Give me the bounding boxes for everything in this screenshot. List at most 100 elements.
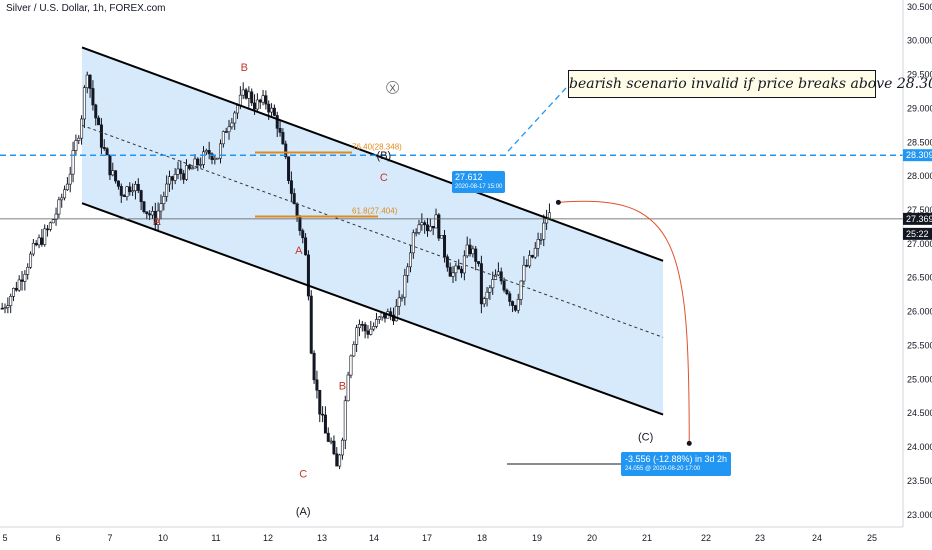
- candle-body: [374, 319, 378, 327]
- candle-body: [85, 74, 89, 88]
- candle-body: [167, 176, 171, 185]
- candle-body: [437, 214, 441, 239]
- candle-body: [91, 88, 95, 106]
- candle-body: [323, 414, 327, 434]
- wave-label-red: B: [241, 62, 248, 74]
- candle-body: [332, 440, 336, 455]
- candle-body: [457, 265, 461, 270]
- candle-body: [267, 103, 271, 113]
- time-axis-bg: [0, 527, 932, 550]
- fib-upper-label: 76.40(28.348): [352, 143, 402, 152]
- candle-body: [428, 225, 432, 232]
- candle-body: [162, 196, 166, 205]
- candle-body: [26, 266, 30, 275]
- candle-body: [547, 212, 551, 219]
- candle-body: [210, 153, 214, 160]
- candle-body: [372, 326, 376, 330]
- candle-body: [301, 230, 305, 239]
- candle-body: [131, 190, 135, 193]
- candle-body: [114, 170, 118, 182]
- candle-body: [196, 158, 200, 166]
- countdown-tag[interactable]: 25:22: [906, 229, 929, 239]
- candle-body: [258, 99, 262, 103]
- candle-body: [460, 268, 464, 274]
- target-label[interactable]: -3.556 (-12.88%) in 3d 2h 24.055 @ 2020-…: [621, 452, 732, 476]
- candle-body: [281, 132, 285, 145]
- candle-body: [287, 156, 291, 182]
- candle-body: [261, 95, 265, 103]
- candle-body: [513, 305, 517, 311]
- candle-body: [241, 89, 245, 96]
- projection-end-point[interactable]: [686, 440, 692, 446]
- candle-body: [173, 173, 177, 181]
- candle-body: [366, 330, 370, 335]
- candle-body: [352, 344, 356, 357]
- drawing-lines: [0, 46, 903, 465]
- time-tick-label: 10: [158, 533, 168, 543]
- candle-body: [199, 164, 203, 166]
- candle-body: [14, 287, 18, 291]
- candle-body: [63, 189, 67, 199]
- candle-body: [23, 274, 27, 282]
- candle-body: [244, 89, 248, 99]
- candle-body: [411, 232, 415, 254]
- price-tick-label: 30.500: [907, 2, 932, 12]
- point-label-date: 2020-08-17 15:00: [455, 184, 503, 190]
- candle-body: [321, 413, 325, 416]
- point-label[interactable]: 27.612 2020-08-17 15:00: [452, 171, 506, 193]
- current-price-tag-bg: [903, 212, 932, 225]
- candle-body: [165, 183, 169, 197]
- wave-label-black: (C): [638, 431, 653, 443]
- projection-start-point[interactable]: [555, 199, 561, 205]
- candle-body: [304, 237, 308, 256]
- candle-body: [219, 143, 223, 159]
- symbol-title[interactable]: Silver / U.S. Dollar, 1h, FOREX.com: [6, 3, 166, 14]
- candle-body: [57, 199, 61, 215]
- candle-body: [491, 279, 495, 289]
- channel-upper-line: [81, 46, 664, 262]
- candle-body: [417, 224, 421, 233]
- candle-body: [80, 118, 84, 139]
- candle-body: [403, 275, 407, 298]
- price-tick-label: 26.000: [907, 307, 932, 317]
- time-tick-label: 24: [812, 533, 822, 543]
- candle-body: [309, 295, 313, 354]
- callout-pointer: [507, 87, 567, 152]
- price-tick-label: 25.000: [907, 374, 932, 384]
- wave-label-black: (B): [377, 150, 392, 162]
- projection-curve: [558, 200, 690, 444]
- candle-body: [128, 186, 132, 193]
- wave-label-red: A: [295, 245, 303, 257]
- time-tick-label: 19: [532, 533, 542, 543]
- candle-body: [278, 127, 282, 133]
- candle-body: [502, 280, 506, 291]
- price-tick-label: 24.500: [907, 408, 932, 418]
- candle-body: [454, 265, 458, 274]
- current-price-tag[interactable]: 27.369: [906, 214, 932, 224]
- invalidation-callout[interactable]: bearish scenario invalid if price breaks…: [568, 70, 932, 98]
- candle-body: [272, 107, 276, 116]
- candle-body: [349, 355, 353, 376]
- time-tick-label: 20: [587, 533, 597, 543]
- candle-body: [31, 242, 35, 255]
- candle-body: [77, 137, 81, 141]
- candle-body: [221, 131, 225, 145]
- candle-body: [111, 170, 115, 176]
- candle-body: [97, 117, 101, 126]
- wave-label-red: C: [380, 172, 388, 184]
- candle-body: [482, 298, 486, 305]
- candle-body: [102, 147, 106, 149]
- candle-body: [397, 297, 401, 307]
- time-tick-label: 18: [477, 533, 487, 543]
- candle-body: [340, 439, 344, 456]
- invalid-level-tag[interactable]: 28.309: [906, 150, 932, 160]
- candle-body: [65, 183, 69, 191]
- target-label-change: -3.556 (-12.88%) in 3d 2h: [625, 454, 728, 464]
- candle-body: [519, 280, 523, 300]
- price-tick-label: 26.500: [907, 273, 932, 283]
- candle-body: [216, 157, 220, 160]
- time-tick-label: 21: [642, 533, 652, 543]
- candle-body: [462, 255, 466, 274]
